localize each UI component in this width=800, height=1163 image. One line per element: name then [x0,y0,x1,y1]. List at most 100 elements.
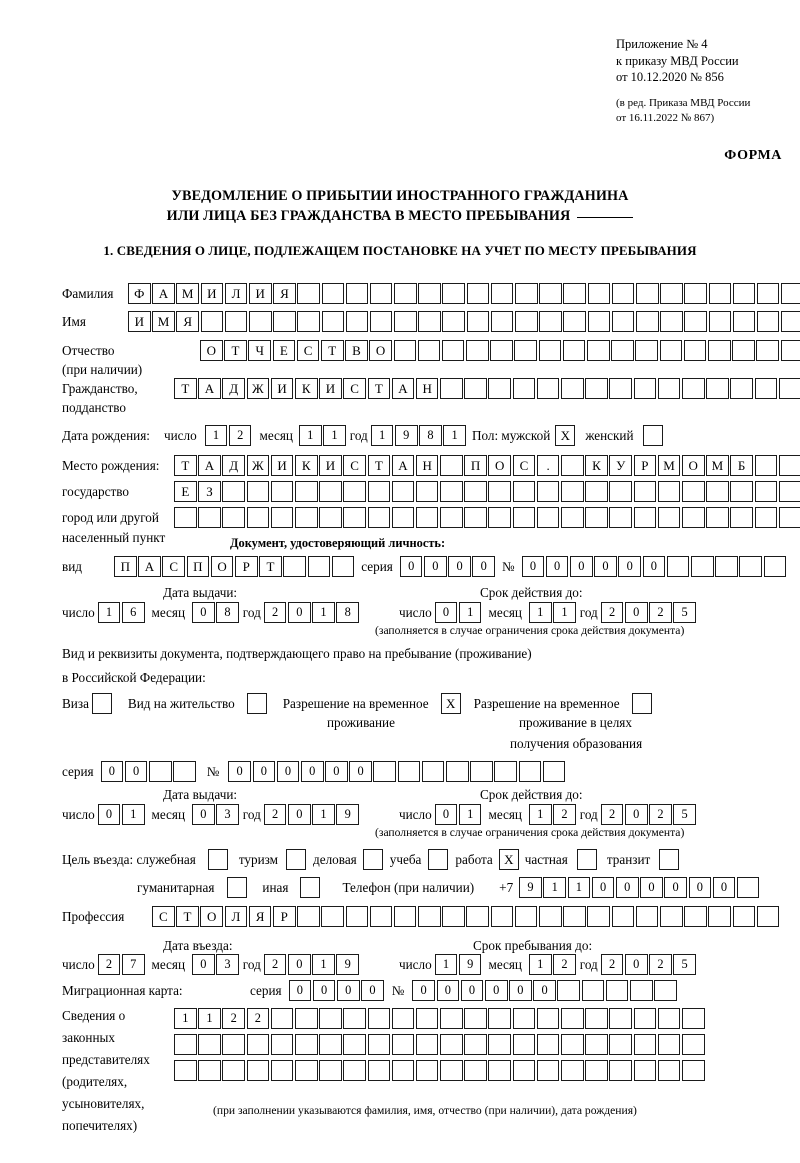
char-cell[interactable]: 1 [443,425,466,446]
char-cell[interactable] [421,761,445,782]
char-cell[interactable] [681,378,705,399]
char-cell[interactable] [754,481,778,502]
char-cell[interactable] [367,1034,391,1055]
char-cell[interactable]: Т [224,340,247,361]
char-cell[interactable] [270,481,294,502]
char-cell[interactable] [681,1034,705,1055]
char-cell[interactable] [345,283,369,304]
char-cell[interactable] [732,283,756,304]
char-cell[interactable]: Ч [248,340,271,361]
char-cell[interactable] [681,1060,705,1081]
purpose-official-checkbox[interactable] [207,849,228,870]
char-cell[interactable] [464,378,487,399]
char-cell[interactable]: И [248,283,272,304]
char-cell[interactable] [657,378,681,399]
char-cell[interactable] [778,378,800,399]
char-cell[interactable]: 9 [394,425,418,446]
char-cell[interactable] [778,481,800,502]
char-cell[interactable]: Я [273,283,296,304]
char-cell[interactable]: Т [259,556,282,577]
char-cell[interactable] [706,378,729,399]
char-cell[interactable]: 0 [640,877,663,898]
char-cell[interactable] [198,1034,221,1055]
char-cell[interactable]: 2 [649,804,672,825]
char-cell[interactable] [470,761,493,782]
char-cell[interactable] [367,481,391,502]
char-cell[interactable]: 2 [263,954,287,975]
char-cell[interactable] [536,481,560,502]
char-cell[interactable]: 0 [300,761,324,782]
char-cell[interactable]: И [319,378,342,399]
char-cell[interactable] [778,507,800,528]
char-cell[interactable] [490,283,514,304]
char-cell[interactable] [440,1034,463,1055]
char-cell[interactable] [611,906,635,927]
char-cell[interactable] [393,906,417,927]
char-cell[interactable] [514,340,538,361]
char-cell[interactable]: Ж [246,378,270,399]
char-cell[interactable]: 1 [121,804,145,825]
char-cell[interactable] [198,1060,221,1081]
char-cell[interactable] [633,1060,657,1081]
char-cell[interactable] [319,1060,342,1081]
char-cell[interactable]: 0 [591,877,615,898]
char-cell[interactable] [466,340,489,361]
char-cell[interactable] [681,507,705,528]
char-cell[interactable]: Ж [246,455,270,476]
char-cell[interactable] [464,1034,487,1055]
char-cell[interactable] [561,1060,584,1081]
char-cell[interactable]: 2 [600,954,624,975]
char-cell[interactable]: 0 [434,602,458,623]
char-cell[interactable] [270,1060,294,1081]
char-cell[interactable] [681,1008,705,1029]
char-cell[interactable] [270,1008,294,1029]
char-cell[interactable]: 2 [600,804,624,825]
char-cell[interactable] [464,1060,487,1081]
char-cell[interactable]: 2 [600,602,624,623]
char-cell[interactable]: 1 [198,1008,221,1029]
char-cell[interactable]: 5 [673,954,696,975]
char-cell[interactable] [684,283,707,304]
char-cell[interactable] [222,1060,245,1081]
char-cell[interactable]: 0 [472,556,496,577]
char-cell[interactable] [373,761,397,782]
char-cell[interactable]: Т [320,340,344,361]
char-cell[interactable]: 0 [100,761,124,782]
char-cell[interactable] [562,340,586,361]
char-cell[interactable]: М [657,455,681,476]
char-cell[interactable] [609,481,632,502]
visa-checkbox[interactable] [91,693,112,714]
char-cell[interactable] [466,311,490,332]
char-cell[interactable]: 0 [97,804,121,825]
char-cell[interactable] [490,311,514,332]
char-cell[interactable]: 1 [553,602,576,623]
char-cell[interactable] [319,1008,342,1029]
char-cell[interactable] [297,311,320,332]
char-cell[interactable]: 0 [624,954,648,975]
char-cell[interactable]: О [200,906,223,927]
char-cell[interactable] [440,507,463,528]
char-cell[interactable] [730,507,753,528]
char-cell[interactable]: С [152,906,175,927]
char-cell[interactable]: Ф [128,283,151,304]
char-cell[interactable] [173,761,196,782]
char-cell[interactable]: С [343,455,366,476]
char-cell[interactable] [440,481,463,502]
char-cell[interactable] [539,283,562,304]
char-cell[interactable]: Р [272,906,296,927]
char-cell[interactable] [369,906,393,927]
char-cell[interactable] [369,283,393,304]
char-cell[interactable]: 5 [673,804,696,825]
char-cell[interactable] [294,1008,318,1029]
char-cell[interactable]: А [198,378,221,399]
char-cell[interactable]: 0 [192,602,215,623]
char-cell[interactable]: 1 [567,877,591,898]
char-cell[interactable] [512,378,536,399]
